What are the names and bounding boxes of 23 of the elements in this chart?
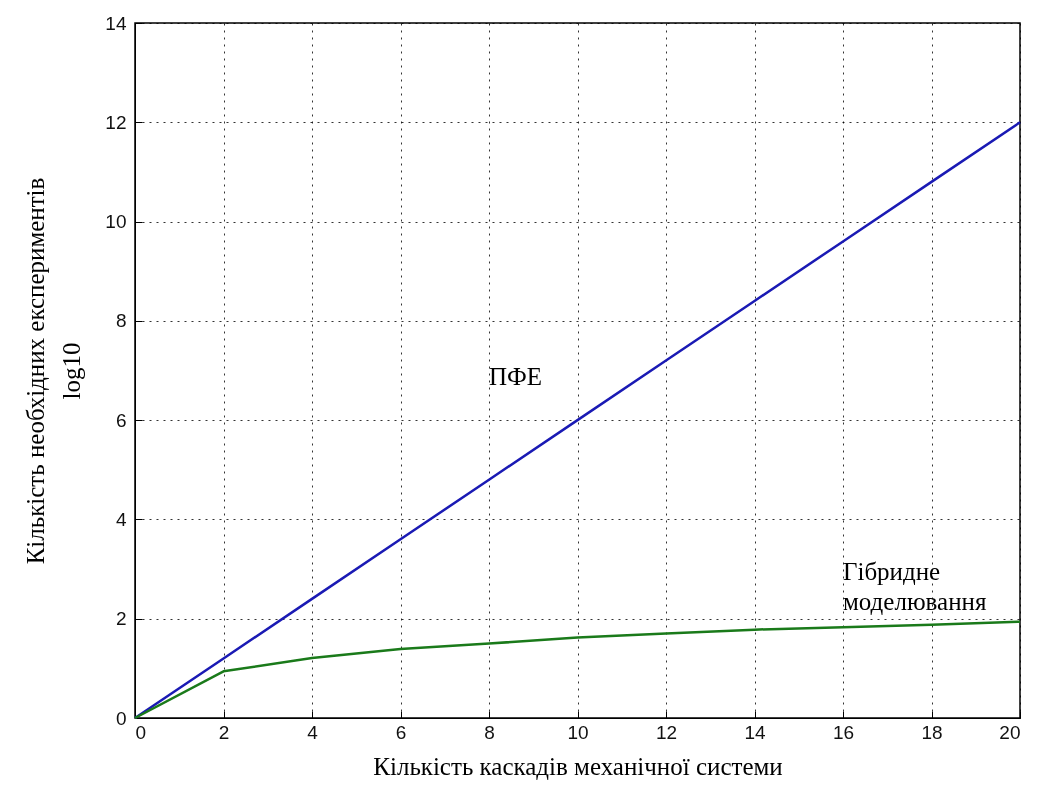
y-tick-label: 14: [105, 12, 127, 34]
series-label: Гібридне моделювання: [843, 558, 987, 616]
y-tick-label: 12: [105, 111, 127, 133]
x-tick-label: 6: [395, 721, 407, 743]
x-tick-label: 8: [484, 721, 495, 743]
y-tick-label: 10: [105, 211, 127, 233]
x-tick-label: 18: [921, 721, 943, 743]
x-tick-label: 4: [307, 721, 319, 743]
x-tick-label: 20: [999, 721, 1021, 743]
x-tick-label: 0: [135, 721, 147, 743]
x-tick-label: 14: [744, 721, 766, 743]
x-tick-label: 12: [655, 721, 678, 743]
y-tick-label: 2: [115, 608, 127, 630]
y-tick-label: 8: [115, 310, 127, 332]
series-label: ПФЕ: [489, 363, 543, 391]
y-axis-title: Кількість необхідних експериментів log10: [22, 177, 86, 565]
y-tick-label: 6: [115, 409, 127, 431]
x-tick-label: 16: [832, 721, 855, 743]
x-tick-label: 2: [218, 721, 230, 743]
x-axis-title: Кількість каскадів механічної системи: [373, 752, 783, 780]
x-tick-label: 10: [567, 721, 589, 743]
y-tick-label: 0: [115, 707, 127, 729]
y-tick-label: 4: [115, 508, 127, 530]
